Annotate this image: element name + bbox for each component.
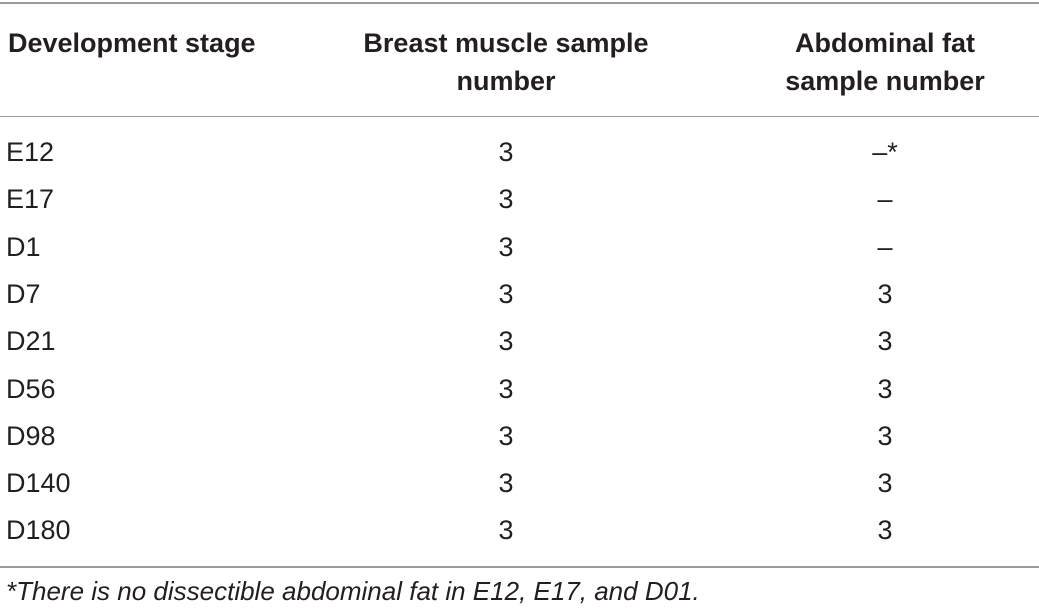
cell-abdominal-fat-count: 3 — [877, 468, 893, 499]
cell-abdominal-fat-count: 3 — [877, 278, 893, 309]
header-development-stage-label: Development stage — [8, 28, 256, 58]
cell-abdominal-fat-count: 3 — [877, 326, 893, 357]
table-row: D180 3 3 — [0, 507, 1039, 553]
cell-development-stage: D180 — [6, 515, 71, 546]
header-breast-muscle-line1: Breast muscle sample — [363, 28, 649, 58]
table-row: D21 3 3 — [0, 318, 1039, 364]
cell-breast-muscle-count: 3 — [498, 420, 514, 451]
table-row: D7 3 3 — [0, 271, 1039, 317]
cell-development-stage: D98 — [6, 420, 56, 451]
cell-abdominal-fat-count: –* — [872, 137, 898, 167]
cell-abdominal-fat-count: 3 — [877, 373, 893, 404]
cell-development-stage: D7 — [6, 278, 41, 309]
cell-breast-muscle-count: 3 — [498, 373, 514, 404]
header-breast-muscle-line2: number — [456, 66, 556, 96]
cell-breast-muscle-count: 3 — [498, 184, 514, 215]
cell-development-stage: D21 — [6, 326, 56, 357]
header-abdominal-fat-line1: Abdominal fat — [795, 28, 975, 58]
table-header-rule — [0, 116, 1039, 117]
cell-breast-muscle-count: 3 — [498, 137, 514, 167]
table-bottom-rule — [0, 566, 1039, 568]
cell-abdominal-fat-count: – — [877, 231, 893, 262]
table-top-rule — [0, 2, 1039, 4]
cell-development-stage: D140 — [6, 468, 71, 499]
cell-breast-muscle-count: 3 — [498, 326, 514, 357]
cell-development-stage: E12 — [6, 137, 55, 167]
cell-breast-muscle-count: 3 — [498, 231, 514, 262]
header-abdominal-fat-line2: sample number — [785, 66, 985, 96]
cell-abdominal-fat-count: 3 — [877, 515, 893, 546]
table-row: E12 3 –* — [0, 129, 1039, 175]
cell-breast-muscle-count: 3 — [498, 278, 514, 309]
cell-breast-muscle-count: 3 — [498, 515, 514, 546]
table-row: D140 3 3 — [0, 460, 1039, 506]
table-row: D98 3 3 — [0, 413, 1039, 459]
header-abdominal-fat: Abdominal fat sample number — [730, 24, 1039, 100]
cell-breast-muscle-count: 3 — [498, 468, 514, 499]
table-row: E17 3 – — [0, 176, 1039, 222]
table-footnote: *There is no dissectible abdominal fat i… — [6, 576, 700, 606]
table-row: D56 3 3 — [0, 366, 1039, 412]
cell-development-stage: D1 — [6, 231, 41, 262]
header-development-stage: Development stage — [8, 24, 328, 62]
cell-development-stage: E17 — [6, 184, 55, 215]
table-row: D1 3 – — [0, 224, 1039, 270]
header-breast-muscle: Breast muscle sample number — [320, 24, 692, 100]
cell-development-stage: D56 — [6, 373, 56, 404]
cell-abdominal-fat-count: – — [877, 184, 893, 215]
cell-abdominal-fat-count: 3 — [877, 420, 893, 451]
